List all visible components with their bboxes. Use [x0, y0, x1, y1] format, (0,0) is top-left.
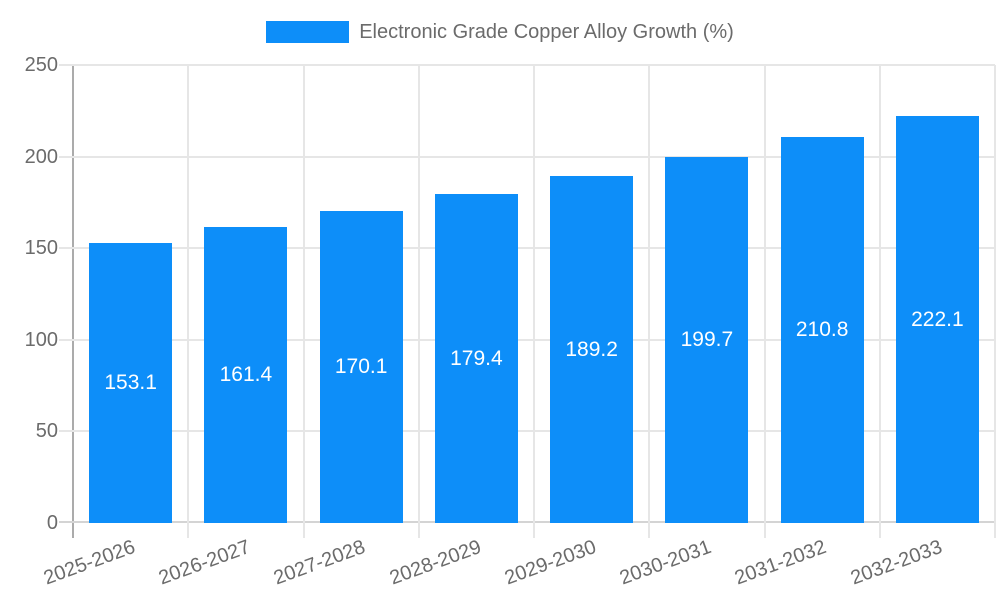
legend-item[interactable]: Electronic Grade Copper Alloy Growth (%)	[0, 21, 1000, 43]
bar-value-label: 170.1	[334, 355, 388, 379]
y-axis-tick-label: 250	[24, 54, 58, 76]
h-gridline	[59, 155, 995, 158]
bar-2030-2031: 199.7	[665, 157, 749, 523]
x-axis-tick-label: 2025-2026	[40, 536, 139, 590]
h-gridline	[59, 64, 995, 66]
x-axis-tick-label: 2029-2030	[501, 536, 600, 590]
bar-value-label: 161.4	[219, 363, 273, 387]
x-axis-tick-label: 2032-2033	[847, 536, 945, 590]
bar-2026-2027: 161.4	[204, 227, 288, 523]
h-gridline	[59, 338, 995, 341]
v-gridline	[302, 65, 305, 538]
v-gridline	[994, 65, 996, 538]
x-axis-tick-label: 2028-2029	[386, 536, 484, 590]
h-gridline	[59, 247, 995, 250]
y-axis-tick-label: 100	[24, 328, 58, 351]
bar-value-label: 189.2	[565, 337, 618, 361]
x-axis-tick-label: 2030-2031	[616, 536, 715, 590]
v-gridline	[187, 65, 190, 538]
legend-color-swatch	[266, 21, 350, 43]
bar-2028-2029: 179.4	[434, 194, 518, 523]
x-axis-tick-label: 2027-2028	[271, 536, 369, 590]
y-axis-tick-label: 50	[35, 420, 58, 443]
bar-2025-2026: 153.1	[89, 242, 173, 523]
v-gridline	[417, 65, 420, 538]
bar-2029-2030: 189.2	[550, 176, 634, 523]
bar-2031-2032: 210.8	[780, 136, 864, 523]
y-axis-tick-label: 200	[24, 145, 58, 168]
y-axis-tick-label: 150	[24, 237, 58, 260]
v-gridline	[648, 65, 651, 538]
bar-2032-2033: 222.1	[895, 116, 979, 523]
v-gridline	[763, 65, 766, 538]
x-axis-baseline	[59, 521, 995, 523]
y-axis-tick-label: 0	[46, 512, 58, 534]
plot-area: 153.1 161.4 170.1 179.4 189.2 199.7 210.8 222.1	[59, 64, 996, 538]
bar-value-label: 179.4	[450, 346, 503, 370]
h-gridline	[59, 430, 995, 433]
bar-value-label: 153.1	[104, 370, 157, 394]
v-gridline	[878, 65, 881, 538]
x-axis-tick-label: 2031-2032	[732, 536, 830, 590]
y-axis-line	[72, 65, 74, 538]
bar-value-label: 210.8	[795, 317, 849, 341]
x-axis-tick-label: 2026-2027	[155, 536, 254, 590]
v-gridline	[533, 65, 535, 538]
bar-value-label: 222.1	[911, 307, 964, 331]
legend-label: Electronic Grade Copper Alloy Growth (%)	[359, 21, 734, 43]
bar-value-label: 199.7	[680, 328, 734, 352]
bar-2027-2028: 170.1	[319, 211, 403, 523]
